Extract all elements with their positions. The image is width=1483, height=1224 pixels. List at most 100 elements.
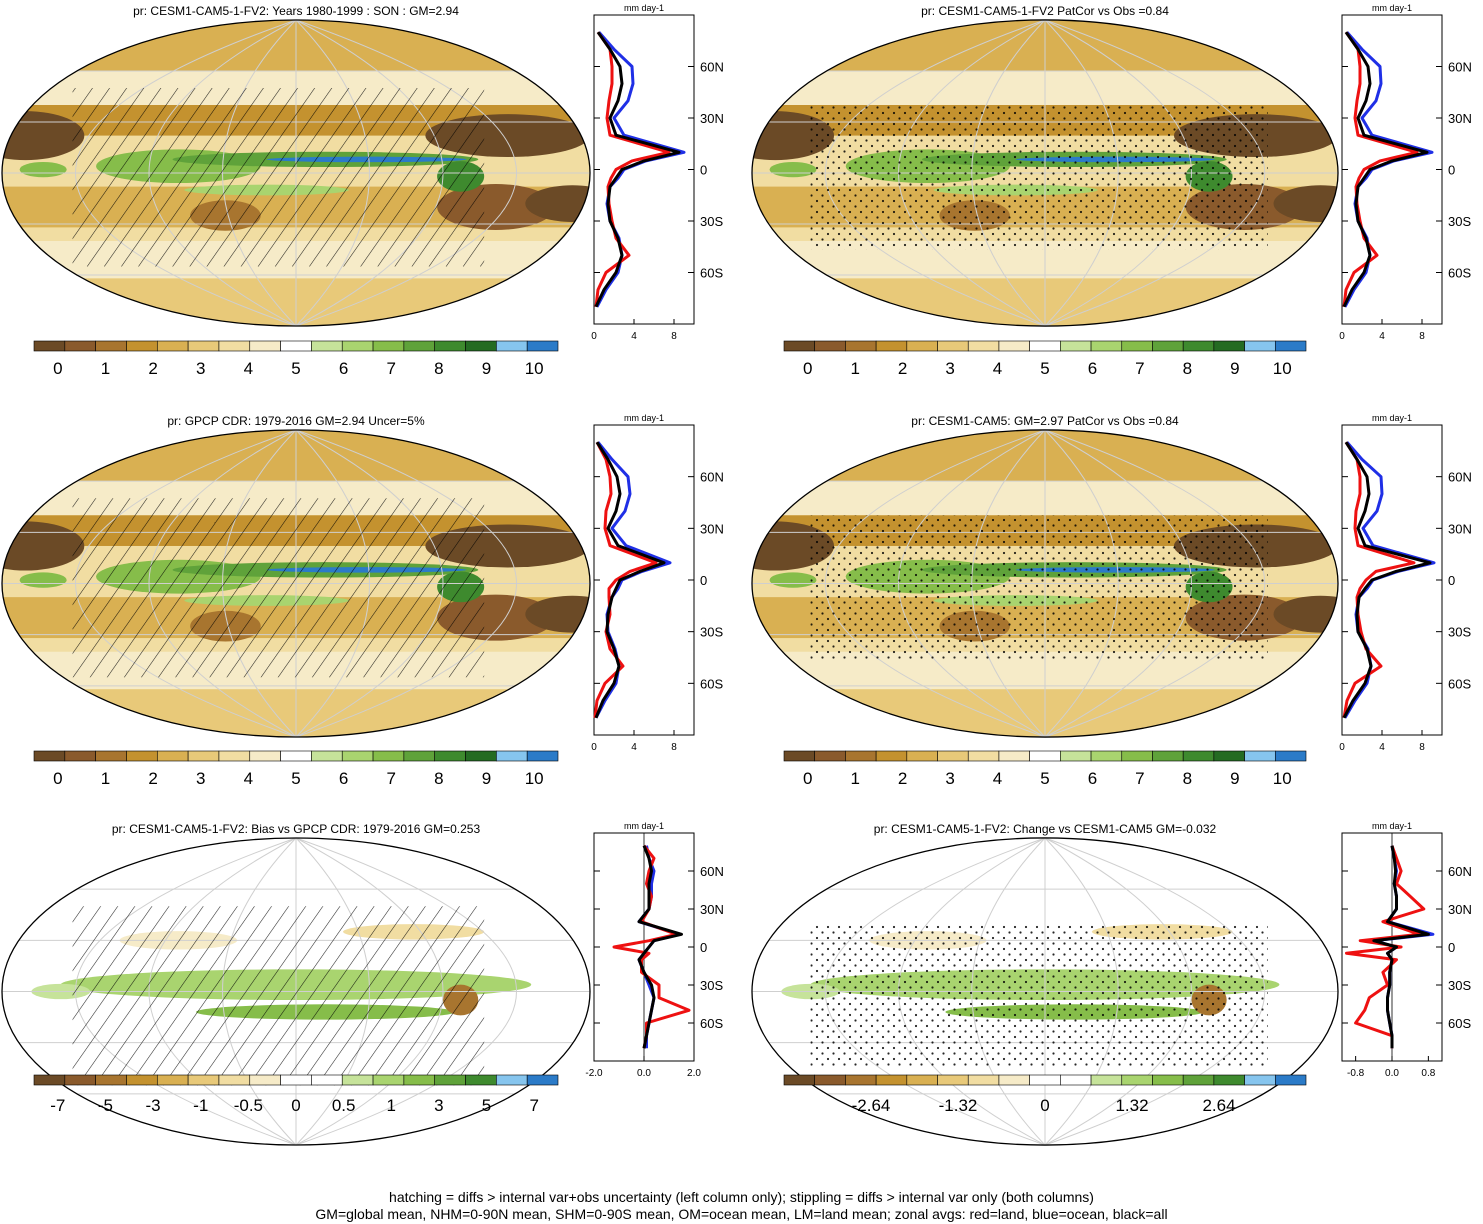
zonal-line-land bbox=[1342, 31, 1419, 307]
colorbar-tick-label: 9 bbox=[482, 359, 491, 378]
colorbar-cell bbox=[496, 1074, 528, 1086]
colorbar-cell bbox=[496, 340, 528, 352]
y-tick-label: 60S bbox=[700, 266, 723, 281]
colorbar-tick-label: 3 bbox=[945, 359, 954, 378]
y-tick-label: 0 bbox=[1448, 573, 1455, 588]
stippling-overlay bbox=[810, 515, 1268, 661]
central-africa bbox=[19, 572, 67, 588]
x-tick-label: 4 bbox=[1379, 742, 1385, 753]
colorbar-cell bbox=[906, 340, 938, 352]
y-tick-label: 30S bbox=[700, 625, 723, 640]
colorbar-cell bbox=[95, 1074, 127, 1086]
zonal-line-all bbox=[1342, 441, 1432, 719]
panel-title: pr: CESM1-CAM5-1-FV2 PatCor vs Obs =0.84 bbox=[921, 4, 1169, 18]
colorbar-tick-label: 8 bbox=[1183, 359, 1192, 378]
colorbar-cell bbox=[372, 340, 405, 352]
colorbar-tick-label: -3 bbox=[146, 1096, 161, 1115]
colorbar-tick-label: 2 bbox=[148, 359, 157, 378]
colorbar-tick-label: 0 bbox=[803, 359, 812, 378]
y-tick-label: 60N bbox=[700, 60, 724, 75]
x-tick-label: 2.0 bbox=[687, 1068, 701, 1079]
colorbar-tick-label: 8 bbox=[434, 359, 443, 378]
colorbar-cell bbox=[526, 340, 559, 352]
dry-region bbox=[1273, 185, 1338, 222]
x-tick-label: 0 bbox=[591, 742, 597, 753]
colorbar-cell bbox=[906, 750, 938, 762]
colorbar-cell bbox=[280, 750, 312, 762]
colorbar-cell bbox=[33, 750, 66, 762]
x-tick-label: -2.0 bbox=[585, 1068, 603, 1079]
dry-region bbox=[2, 111, 85, 161]
colorbar-cell bbox=[341, 750, 374, 762]
x-tick-label: 4 bbox=[1379, 331, 1385, 342]
colorbar-cell bbox=[783, 340, 816, 352]
colorbar-cell bbox=[465, 750, 497, 762]
zonal-units: mm day-1 bbox=[1372, 3, 1412, 13]
colorbar-cell bbox=[875, 1074, 908, 1086]
zonal-units: mm day-1 bbox=[1372, 413, 1412, 423]
colorbar-cell bbox=[967, 750, 1000, 762]
colorbar-tick-label: 10 bbox=[525, 769, 544, 788]
colorbar-cell bbox=[1274, 1074, 1307, 1086]
y-tick-label: 60S bbox=[1448, 266, 1471, 281]
colorbar-cell bbox=[95, 750, 127, 762]
y-tick-label: 60N bbox=[700, 864, 724, 879]
x-tick-label: 4 bbox=[631, 331, 637, 342]
colorbar-cell bbox=[998, 750, 1030, 762]
zonal-frame bbox=[1341, 424, 1443, 736]
colorbar-tick-label: 3 bbox=[196, 769, 205, 788]
colorbar-tick-label: -5 bbox=[98, 1096, 113, 1115]
y-tick-label: 30S bbox=[1448, 214, 1471, 229]
colorbar-tick-label: 10 bbox=[1273, 769, 1292, 788]
x-tick-label: 0.8 bbox=[1421, 1068, 1435, 1079]
y-tick-label: 60S bbox=[1448, 676, 1471, 691]
zonal-line-land bbox=[1345, 845, 1426, 1049]
map-outline bbox=[751, 429, 1339, 738]
colorbar-tick-label: 8 bbox=[1183, 769, 1192, 788]
colorbar-cell bbox=[249, 1074, 281, 1086]
colorbar-cell bbox=[1213, 1074, 1245, 1086]
colorbar-cell bbox=[1060, 750, 1092, 762]
map-outline bbox=[1, 19, 591, 327]
map-field bbox=[751, 429, 1338, 738]
colorbar-cell bbox=[156, 750, 189, 762]
x-tick-label: 4 bbox=[631, 742, 637, 753]
colorbar-cell bbox=[465, 340, 497, 352]
colorbar-tick-label: 5 bbox=[482, 1096, 491, 1115]
map-field bbox=[2, 20, 590, 326]
zonal-units: mm day-1 bbox=[1372, 821, 1412, 831]
colorbar-cell bbox=[937, 340, 969, 352]
colorbar-cell bbox=[845, 750, 877, 762]
colorbar-tick-label: 0 bbox=[803, 769, 812, 788]
colorbar-cell bbox=[998, 1074, 1030, 1086]
colorbar-tick-label: 0.5 bbox=[332, 1096, 356, 1115]
colorbar-cell bbox=[1152, 750, 1184, 762]
colorbar-tick-label: 0 bbox=[53, 769, 62, 788]
colorbar-cell bbox=[1244, 340, 1276, 352]
y-tick-label: 30N bbox=[700, 902, 724, 917]
colorbar-tick-label: 7 bbox=[1135, 359, 1144, 378]
y-tick-label: 0 bbox=[700, 163, 707, 178]
colorbar-cell bbox=[937, 750, 969, 762]
colorbar-tick-label: 0 bbox=[1040, 1096, 1049, 1115]
y-tick-label: 60N bbox=[1448, 60, 1472, 75]
y-tick-label: 30N bbox=[700, 521, 724, 536]
colorbar-cell bbox=[906, 1074, 938, 1086]
dry-region bbox=[525, 185, 590, 222]
colorbar-tick-label: 3 bbox=[196, 359, 205, 378]
zonal-line-land bbox=[612, 844, 691, 1049]
panel-title: pr: CESM1-CAM5: GM=2.97 PatCor vs Obs =0… bbox=[911, 414, 1179, 428]
colorbar-cell bbox=[1152, 1074, 1184, 1086]
colorbar-cell bbox=[967, 1074, 1000, 1086]
colorbar-cell bbox=[1029, 340, 1061, 352]
colorbar-cell bbox=[998, 340, 1030, 352]
colorbar-cell bbox=[875, 340, 908, 352]
colorbar-cell bbox=[526, 1074, 559, 1086]
y-tick-label: 60N bbox=[700, 470, 724, 485]
meridian-line bbox=[295, 20, 517, 326]
colorbar-cell bbox=[187, 1074, 220, 1086]
colorbar-cell bbox=[1213, 750, 1245, 762]
colorbar-tick-label: 0 bbox=[291, 1096, 300, 1115]
colorbar-cell bbox=[218, 1074, 251, 1086]
